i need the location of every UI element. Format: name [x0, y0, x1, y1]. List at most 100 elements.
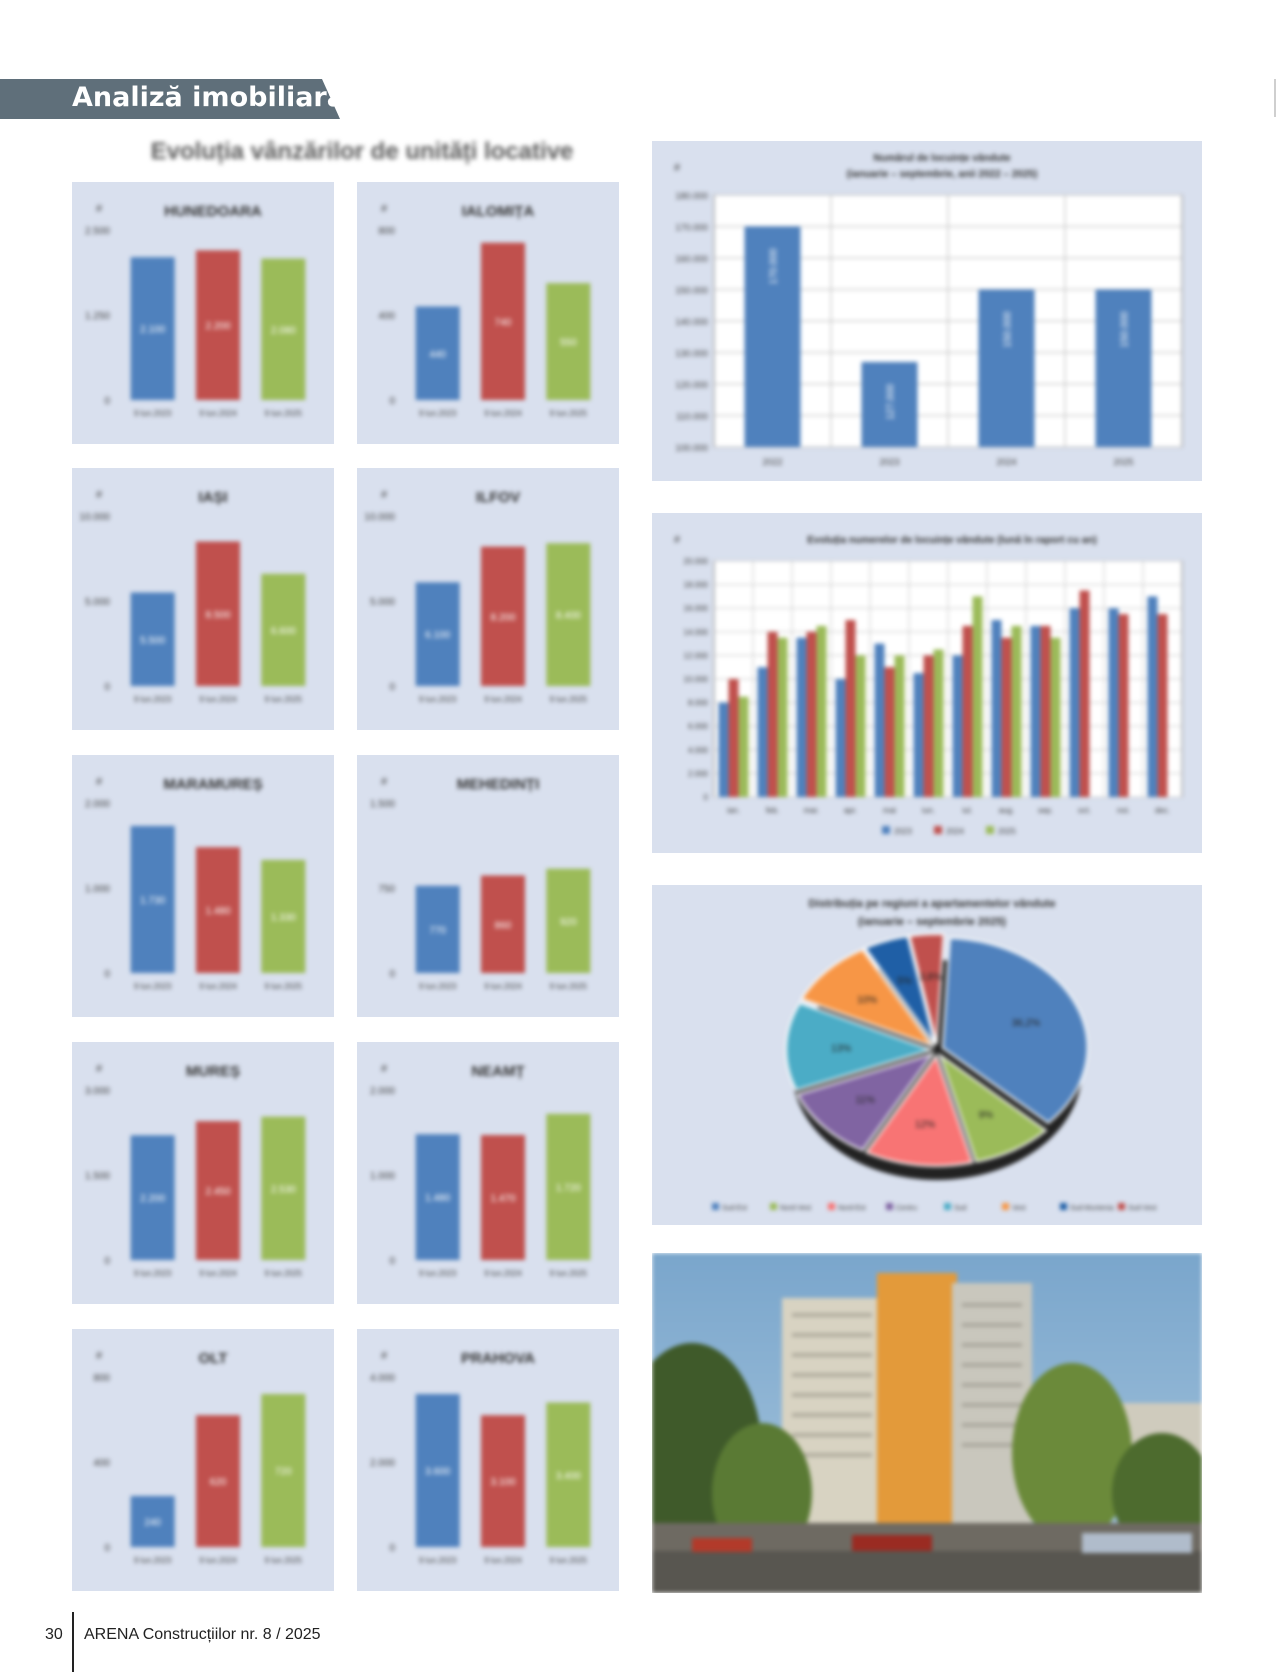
- y-axis-label: #: [674, 534, 681, 546]
- x-tick-label: 2023: [879, 457, 899, 467]
- x-tick-label: 9 lun.2024: [199, 1556, 237, 1565]
- x-tick-label: 2024: [996, 457, 1016, 467]
- bar: [546, 283, 591, 400]
- legend-label: Centru: [896, 1205, 917, 1212]
- bar: [835, 679, 846, 797]
- y-tick-label: 5.000: [370, 597, 395, 608]
- bar: [130, 592, 175, 686]
- legend-swatch: [882, 826, 890, 834]
- county-chart: # NEAMȚ 2.000 1.000 0 1.480 9 lun.2023 1.470 9 l…: [370, 1063, 591, 1278]
- bar: [728, 679, 739, 797]
- legend-label: Sud: [954, 1205, 967, 1212]
- footer-divider: [72, 1612, 74, 1672]
- bar-data-label: 440: [429, 349, 446, 360]
- chart-title: Evoluția numerelor de locuințe vândute (…: [807, 535, 1096, 546]
- slice-data-label: 3,8%: [919, 972, 942, 983]
- bar-data-label: 860: [495, 920, 512, 931]
- bar: [415, 1394, 460, 1547]
- pie-slice: [863, 935, 936, 1045]
- section-header-band: [0, 79, 340, 119]
- county-chart-panel: # IAȘI 10.000 5.000 0 5.500 9 lun.2023 8.500 9 l…: [72, 468, 334, 730]
- slice-data-label: 10%: [857, 995, 877, 1006]
- x-tick-label: 9 lun.2024: [199, 409, 237, 418]
- y-tick-label: 1.000: [370, 1171, 395, 1182]
- bar-data-label: 740: [495, 317, 512, 328]
- y-tick-label: 150.000: [675, 286, 708, 296]
- bar: [952, 655, 963, 797]
- legend-swatch: [1118, 1203, 1125, 1210]
- y-tick-label: 120.000: [675, 380, 708, 390]
- bar: [546, 1402, 591, 1547]
- x-tick-label: ian.: [727, 806, 740, 815]
- bar-data-label: 550: [560, 338, 577, 349]
- bar: [777, 637, 788, 797]
- legend-label: Sud-Est: [722, 1205, 747, 1212]
- bar: [738, 696, 749, 797]
- legend-swatch: [712, 1203, 719, 1210]
- bar: [546, 1113, 591, 1260]
- x-tick-label: 9 lun.2023: [419, 982, 457, 991]
- bar-data-label: 150.000: [1003, 311, 1014, 348]
- chart-title: OLT: [199, 1350, 228, 1367]
- x-tick-label: noi.: [1117, 806, 1130, 815]
- x-tick-label: aug.: [999, 806, 1015, 815]
- slice-data-label: 9%: [979, 1110, 994, 1121]
- bar: [261, 573, 306, 686]
- bar: [874, 643, 885, 797]
- x-tick-label: mai: [883, 806, 896, 815]
- pie-slice: [938, 1052, 1048, 1163]
- bar: [261, 1116, 306, 1260]
- y-tick-label: 140.000: [675, 317, 708, 327]
- bar-data-label: 3.100: [490, 1477, 515, 1488]
- x-tick-label: 9 lun.2025: [550, 1269, 588, 1278]
- bar: [806, 631, 817, 797]
- legend-label: Sud-Muntenia: [1070, 1205, 1114, 1212]
- bar: [1079, 590, 1090, 797]
- county-chart-panel: # PRAHOVA 4.000 2.000 0 3.600 9 lun.2023 3.100 9…: [357, 1329, 619, 1591]
- y-axis-label: #: [96, 1350, 103, 1362]
- y-tick-label: 800: [93, 1373, 110, 1384]
- y-tick-label: 1.500: [85, 1171, 110, 1182]
- bar: [1030, 625, 1041, 797]
- slice-data-label: 13%: [831, 1044, 851, 1055]
- bar-data-label: 2.530: [271, 1184, 296, 1195]
- county-chart: # ILFOV 10.000 5.000 0 6.100 9 lun.2023 8.200 9 …: [364, 489, 591, 704]
- y-tick-label: 800: [378, 226, 395, 237]
- slice-data-label: 5%: [897, 976, 912, 987]
- chart-title: MUREȘ: [186, 1063, 240, 1080]
- legend-label: Vest: [1012, 1205, 1026, 1212]
- bar: [481, 1135, 525, 1260]
- county-chart-panel: # HUNEDOARA 2.500 1.250 0 2.100 9 lun.2023 2.20…: [72, 182, 334, 444]
- bar: [481, 1415, 525, 1547]
- y-tick-label: 1.500: [370, 799, 395, 810]
- bar-data-label: 5.500: [140, 635, 165, 646]
- bar: [546, 543, 591, 686]
- x-tick-label: 9 lun.2025: [265, 1556, 303, 1565]
- legend-label: 2024: [946, 827, 964, 836]
- y-tick-label: 400: [93, 1458, 110, 1469]
- bar-data-label: 8.500: [205, 610, 230, 621]
- y-tick-label: 0: [389, 682, 395, 693]
- bar-data-label: 2.200: [140, 1194, 165, 1205]
- bar: [546, 868, 591, 973]
- bar: [796, 637, 807, 797]
- bar: [978, 289, 1035, 447]
- y-tick-label: 400: [378, 311, 395, 322]
- y-tick-label: 180.000: [675, 191, 708, 201]
- bar-data-label: 920: [560, 917, 577, 928]
- chart-title: IAȘI: [198, 489, 227, 506]
- bar: [261, 1394, 306, 1547]
- bar: [196, 250, 240, 400]
- y-tick-label: 20.000: [684, 557, 709, 566]
- y-tick-label: 110.000: [676, 412, 708, 422]
- bar: [130, 257, 175, 400]
- y-tick-label: 10.000: [79, 512, 110, 523]
- bar-data-label: 1.330: [271, 912, 296, 923]
- bar-data-label: 2.080: [271, 325, 296, 336]
- county-chart: # MEHEDINȚI 1.500 750 0 770 9 lun.2023 860 9 lun…: [370, 776, 591, 991]
- x-tick-label: 9 lun.2023: [419, 409, 457, 418]
- legend-swatch: [944, 1203, 951, 1210]
- y-axis-label: #: [96, 203, 103, 215]
- y-tick-label: 0: [389, 1543, 395, 1554]
- pie-slice: [908, 933, 945, 1045]
